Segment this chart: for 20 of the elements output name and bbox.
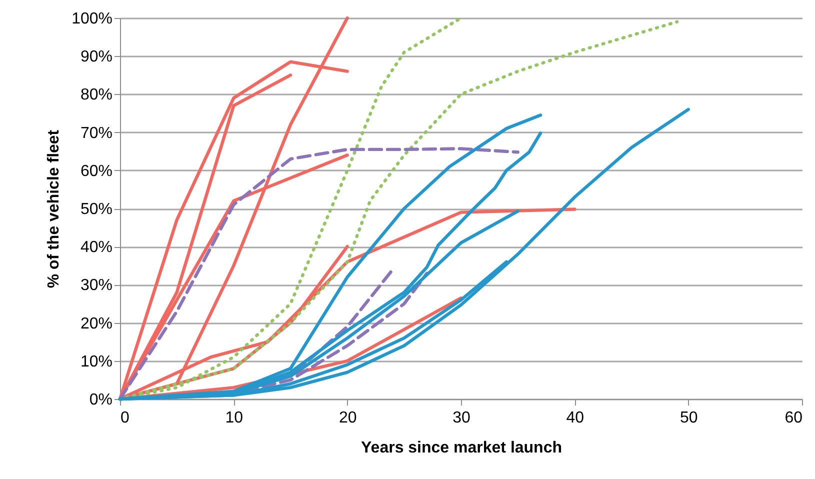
- y-tick-label: 100%: [72, 10, 112, 28]
- y-tick-label: 0%: [89, 392, 112, 408]
- y-axis-title: % of the vehicle fleet: [46, 129, 63, 288]
- y-tick-label: 80%: [80, 86, 112, 104]
- y-tick-label: 90%: [80, 48, 112, 66]
- x-tick-label: 20: [338, 410, 357, 426]
- x-tick-label: 50: [680, 410, 698, 426]
- y-tick-label: 40%: [80, 239, 112, 256]
- y-tick-label: 50%: [80, 201, 112, 218]
- x-tick-label: 60: [784, 410, 803, 426]
- y-tick-label: 60%: [80, 162, 112, 180]
- y-tick-label: 10%: [80, 353, 112, 370]
- x-tick-label: 0: [120, 410, 130, 426]
- y-tick-label: 70%: [80, 124, 112, 142]
- x-axis-title: Years since market launch: [361, 440, 562, 456]
- x-tick-label: 10: [225, 410, 244, 426]
- x-tick-label: 40: [566, 410, 584, 426]
- y-tick-label: 30%: [80, 277, 112, 294]
- y-tick-label: 20%: [80, 315, 112, 332]
- x-tick-label: 30: [452, 410, 470, 426]
